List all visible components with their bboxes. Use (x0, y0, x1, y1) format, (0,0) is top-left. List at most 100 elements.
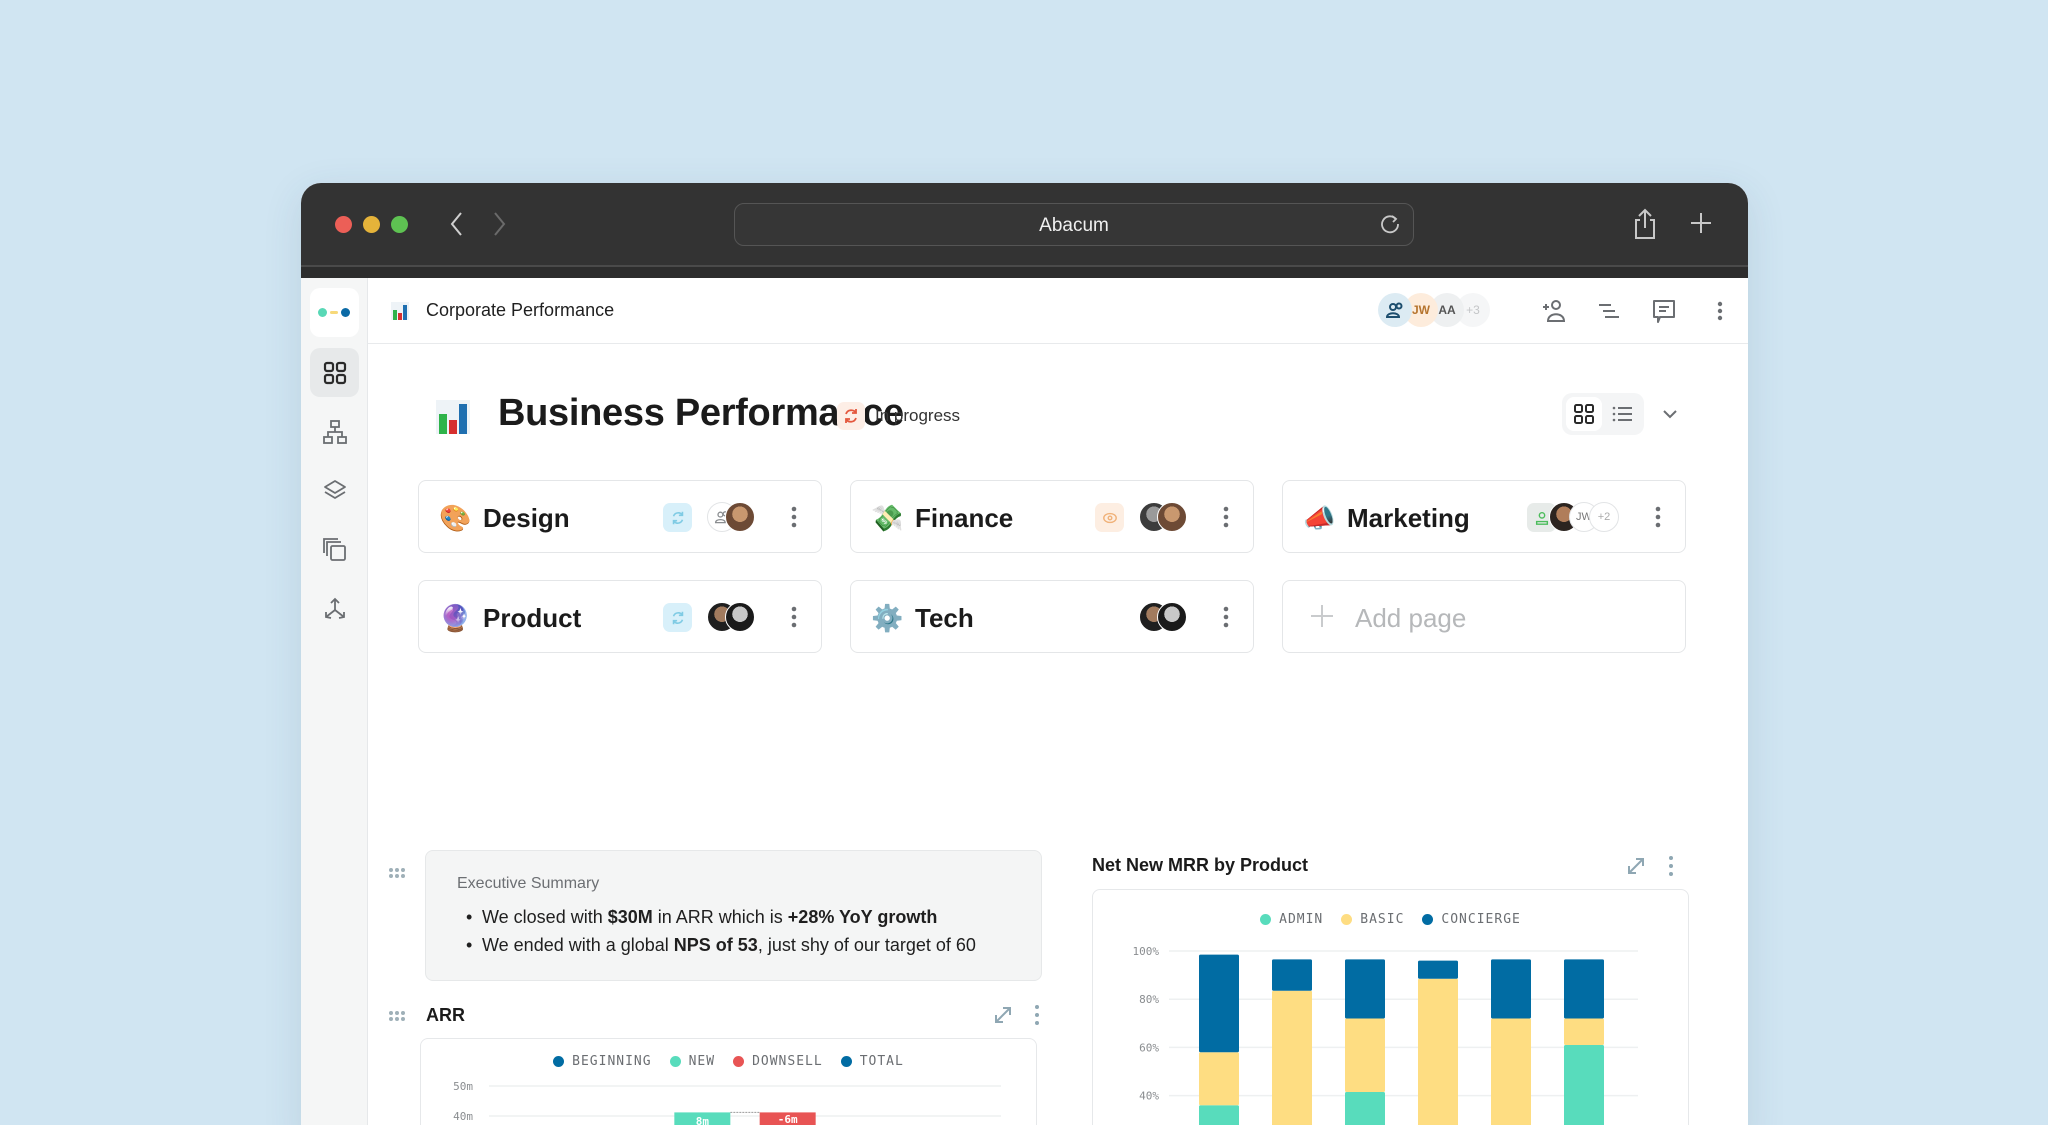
gear-emoji: ⚙️ (871, 603, 904, 633)
chart-legend: ADMIN BASIC CONCIERGE (1093, 912, 1688, 927)
group-avatar[interactable] (1378, 293, 1412, 327)
reload-icon[interactable] (1379, 213, 1401, 235)
address-bar[interactable]: Abacum (734, 203, 1414, 246)
avatar-more-count[interactable]: +3 (1456, 293, 1490, 327)
drag-handle-icon[interactable] (388, 1010, 406, 1022)
user-avatar-photo[interactable] (1157, 602, 1187, 632)
grid-view-button[interactable] (1566, 397, 1602, 431)
sidebar-item-dashboard[interactable] (310, 348, 359, 397)
legend-item[interactable]: BEGINNING (553, 1054, 651, 1069)
sidebar-item-integrations[interactable] (310, 584, 359, 633)
expand-icon[interactable] (1625, 855, 1647, 877)
mrr-widget-title: Net New MRR by Product (1092, 855, 1309, 875)
legend-item[interactable]: ADMIN (1260, 912, 1323, 927)
view-toggle (1562, 393, 1644, 435)
megaphone-emoji: 📣 (1303, 503, 1336, 533)
executive-summary-heading: Executive Summary (457, 875, 600, 892)
legend-item[interactable]: CONCIERGE (1422, 912, 1520, 927)
legend-item[interactable]: NEW (669, 1054, 715, 1069)
arr-widget-title: ARR (426, 1005, 465, 1025)
avatar-more-count[interactable]: +2 (1589, 502, 1619, 532)
card-status[interactable] (663, 603, 692, 632)
more-vertical-icon[interactable] (1033, 1004, 1041, 1026)
legend-item[interactable]: TOTAL (840, 1054, 904, 1069)
more-vertical-icon[interactable] (1221, 604, 1231, 630)
page-card-tech[interactable]: ⚙️ Tech (850, 580, 1254, 653)
browser-titlebar: Abacum (301, 183, 1748, 278)
summary-bullet: We ended with a global NPS of 53, just s… (466, 931, 976, 959)
svg-text:100%: 100% (1133, 945, 1160, 958)
drag-handle-icon[interactable] (388, 867, 406, 879)
sidebar-item-hierarchy[interactable] (310, 407, 359, 456)
user-avatar-photo[interactable] (1157, 502, 1187, 532)
palette-emoji: 🎨 (439, 503, 472, 533)
add-user-icon[interactable] (1540, 297, 1568, 325)
executive-summary[interactable]: Executive Summary We closed with $30M in… (425, 850, 1042, 981)
page-card-label: Product (483, 603, 582, 633)
sidebar-item-copies[interactable] (310, 525, 359, 574)
card-status[interactable] (1095, 503, 1124, 532)
card-status[interactable] (663, 503, 692, 532)
copy-icon (322, 537, 346, 561)
page-title[interactable]: Business Performance (498, 392, 904, 434)
maximize-window-button[interactable] (391, 216, 408, 233)
eye-icon (1102, 512, 1117, 523)
more-vertical-icon[interactable] (789, 504, 799, 530)
connect-icon (324, 597, 345, 619)
legend-item[interactable]: DOWNSELL (733, 1054, 823, 1069)
status-text: In progress (875, 406, 961, 425)
more-vertical-icon[interactable] (1653, 504, 1663, 530)
more-vertical-icon[interactable] (1706, 297, 1734, 325)
page-card-label: Design (483, 503, 570, 533)
crystal-ball-emoji: 🔮 (439, 603, 472, 633)
user-avatar-photo[interactable] (725, 502, 755, 532)
more-vertical-icon[interactable] (1221, 504, 1231, 530)
breadcrumb[interactable]: Corporate Performance (426, 300, 615, 320)
sidebar-item-layers[interactable] (310, 466, 359, 515)
plus-icon (1311, 605, 1333, 627)
svg-text:80%: 80% (1139, 993, 1159, 1006)
svg-text:50m: 50m (453, 1080, 473, 1093)
arr-chart[interactable]: BEGINNING NEW DOWNSELL TOTAL 010m30m40m50m2… (420, 1038, 1037, 1125)
page-card-label: Tech (915, 603, 974, 633)
grid-icon (323, 361, 346, 384)
chevron-right-icon[interactable] (487, 209, 511, 239)
status-badge[interactable]: In progress (837, 402, 960, 430)
add-page-label: Add page (1355, 603, 1467, 633)
chevron-down-icon[interactable] (1660, 404, 1680, 424)
money-emoji: 💸 (871, 503, 904, 533)
legend-item[interactable]: BASIC (1341, 912, 1404, 927)
page-card-label: Marketing (1347, 503, 1470, 533)
more-vertical-icon[interactable] (789, 604, 799, 630)
waterfall-chart: 010m30m40m50m20mBeginning ARRQ3'2210mNew… (453, 1080, 1001, 1125)
layers-icon (323, 479, 346, 499)
stacked-bar-chart: 0%20%40%60%80%100%FEB 22MAR 22APR 22MAY … (1133, 945, 1638, 1125)
page-card-design[interactable]: 🎨 Design (418, 480, 822, 553)
more-vertical-icon[interactable] (1667, 855, 1675, 877)
page-card-product[interactable]: 🔮 Product (418, 580, 822, 653)
bar-chart-emoji (391, 302, 409, 320)
main-content: Business Performance In progress 🎨 Desig… (368, 344, 1748, 1125)
tab-strip (301, 267, 1748, 278)
bar-chart-emoji (436, 400, 470, 434)
filter-lines-icon[interactable] (1595, 297, 1623, 325)
page-card-finance[interactable]: 💸 Finance (850, 480, 1254, 553)
user-avatar-photo[interactable] (725, 602, 755, 632)
list-view-button[interactable] (1604, 397, 1640, 431)
plus-icon[interactable] (1689, 211, 1713, 235)
share-icon[interactable] (1631, 208, 1659, 240)
chevron-left-icon[interactable] (445, 209, 469, 239)
browser-window: Abacum Corporate Performance (301, 183, 1748, 1125)
minimize-window-button[interactable] (363, 216, 380, 233)
page-card-label: Finance (915, 503, 1014, 533)
close-window-button[interactable] (335, 216, 352, 233)
expand-icon[interactable] (992, 1004, 1014, 1026)
add-page-button[interactable]: Add page (1282, 580, 1686, 653)
app-header: Corporate Performance JW AA +3 (368, 278, 1748, 344)
svg-text:40%: 40% (1139, 1090, 1159, 1103)
comment-icon[interactable] (1650, 297, 1678, 325)
group-icon (1385, 302, 1403, 318)
abacum-logo[interactable] (310, 288, 359, 337)
page-card-marketing[interactable]: 📣 Marketing JW +2 (1282, 480, 1686, 553)
